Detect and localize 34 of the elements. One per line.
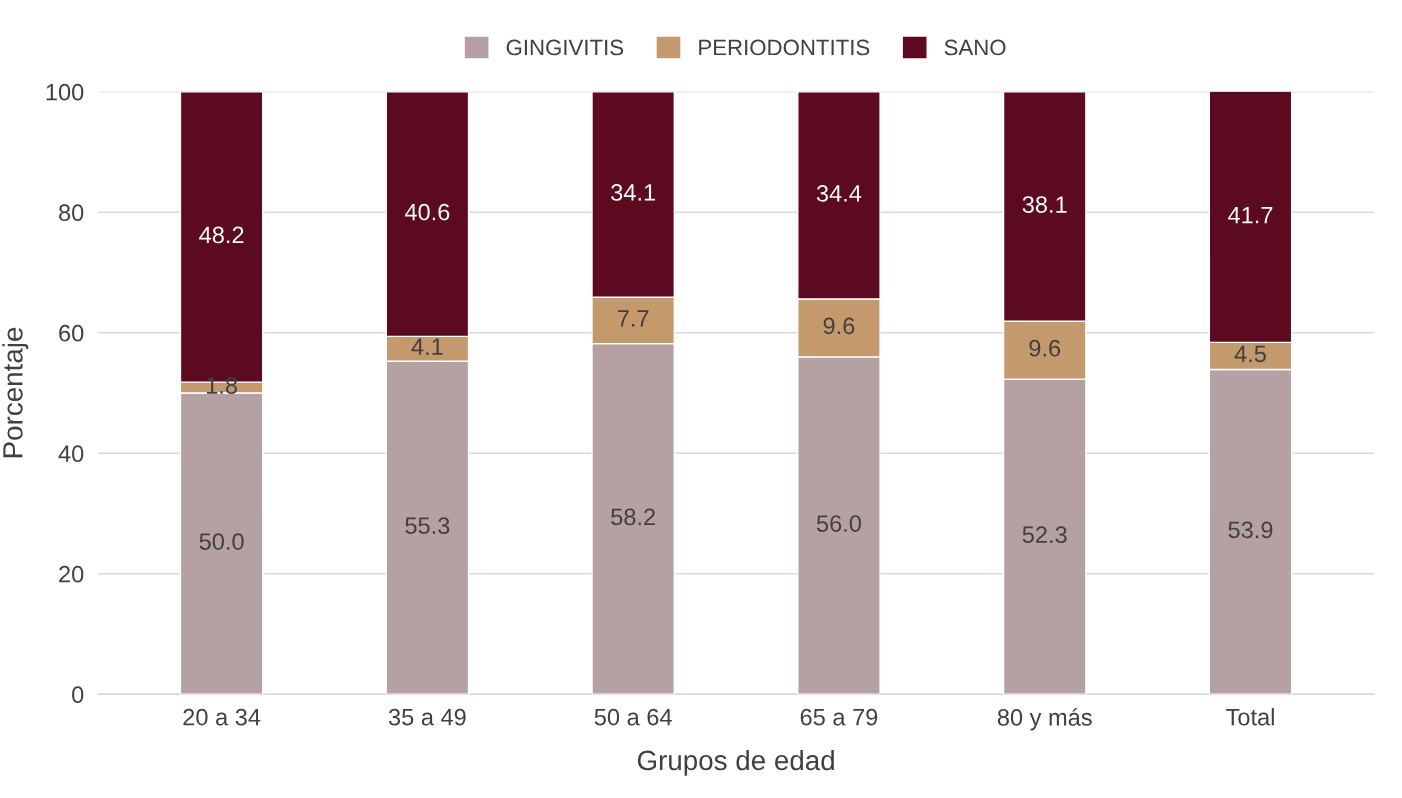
data-label: 41.7 (1228, 206, 1273, 224)
x-tick-label: 35 a 49 (388, 708, 466, 726)
x-axis-title: Grupos de edad (637, 749, 834, 776)
legend-label: SANO (944, 39, 1006, 56)
x-tick-label: 20 a 34 (183, 708, 261, 726)
y-tick-label: 40 (58, 445, 84, 463)
x-tick-label: 65 a 79 (800, 708, 878, 726)
data-label: 4.1 (411, 338, 443, 355)
data-label: 50.0 (199, 533, 244, 550)
data-label: 56.0 (816, 515, 861, 532)
data-label: 34.4 (816, 185, 862, 202)
y-tick-label: 0 (72, 686, 84, 704)
data-label: 9.6 (1029, 339, 1061, 357)
data-label: 58.2 (611, 508, 655, 526)
data-label: 38.1 (1022, 196, 1067, 213)
y-tick-label: 60 (59, 324, 84, 342)
data-label: 40.6 (404, 203, 450, 221)
y-axis-title: Porcentaje (2, 327, 29, 458)
x-tick-label: Total (1226, 708, 1274, 726)
x-tick-label: 80 y más (997, 708, 1092, 731)
data-label: 53.9 (1228, 521, 1273, 539)
data-label: 55.3 (405, 517, 450, 535)
data-label: 48.2 (199, 226, 244, 244)
y-tick-label: 100 (46, 83, 84, 101)
y-tick-label: 80 (59, 204, 84, 222)
data-label: 4.5 (1234, 345, 1266, 363)
data-label: 9.6 (823, 317, 855, 335)
legend-label: GINGIVITIS (506, 39, 624, 56)
data-label: 52.3 (1022, 526, 1067, 544)
data-label: 34.1 (611, 184, 655, 201)
x-tick-label: 50 a 64 (594, 708, 672, 726)
data-label: 7.7 (617, 310, 649, 327)
y-tick-label: 20 (59, 565, 84, 583)
legend-label: PERIODONTITIS (699, 39, 870, 56)
